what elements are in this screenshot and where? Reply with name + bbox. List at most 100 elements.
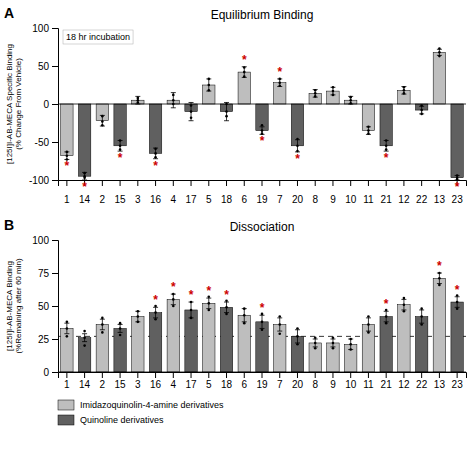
y-tick-label: 25 — [38, 334, 50, 345]
error-bar — [135, 311, 140, 322]
x-tick-label: 10 — [345, 379, 357, 390]
x-tick: 14 — [79, 180, 91, 205]
error-bar — [313, 339, 318, 347]
bar — [203, 303, 215, 372]
bar — [274, 83, 286, 104]
dot — [278, 84, 281, 87]
dots — [83, 294, 458, 347]
error-bar — [313, 90, 318, 98]
x-tick: 4 — [171, 180, 177, 205]
x-tick-mark — [191, 372, 192, 378]
x-axis: 1142153164175186197208910112112221323 — [59, 372, 467, 390]
x-tick: 9 — [330, 372, 336, 390]
dot — [367, 315, 370, 318]
dot — [403, 303, 406, 306]
x-tick: 22 — [416, 180, 428, 205]
dot — [172, 298, 175, 301]
y-tick: 0 — [43, 367, 58, 378]
y-tick-mark — [52, 372, 58, 373]
bar — [167, 299, 179, 372]
y-tick: 0 — [43, 99, 58, 110]
dot — [349, 102, 352, 105]
x-tick-label: 19 — [256, 194, 268, 205]
dot — [438, 55, 441, 58]
dot — [172, 94, 175, 97]
x-tick: 16 — [150, 372, 162, 390]
error-bar — [206, 298, 211, 309]
x-tick-mark — [439, 372, 440, 378]
x-tick-mark — [315, 372, 316, 378]
x-tick-label: 2 — [100, 379, 106, 390]
x-tick-label: 20 — [292, 379, 304, 390]
significance-star: * — [206, 284, 211, 298]
dot — [83, 330, 86, 333]
x-tick-mark — [102, 372, 103, 378]
significance-star: * — [455, 283, 460, 297]
x-tick-mark — [386, 180, 387, 186]
x-tick-label: 2 — [100, 194, 106, 205]
y-axis-title-line: (% Change From Vehicle) — [14, 58, 23, 150]
dot — [296, 335, 299, 338]
axis-line — [59, 181, 467, 187]
x-tick-label: 4 — [171, 194, 177, 205]
bar — [398, 305, 410, 372]
dot — [403, 297, 406, 300]
x-tick: 8 — [312, 372, 318, 390]
dot — [420, 323, 423, 326]
x-tick: 4 — [171, 372, 177, 390]
dot — [456, 307, 459, 310]
bar — [132, 317, 144, 372]
x-tick-label: 10 — [345, 194, 357, 205]
x-tick: 17 — [185, 180, 197, 205]
dot — [261, 321, 264, 324]
dots — [66, 47, 441, 161]
x-tick: 11 — [363, 180, 374, 205]
x-tick-mark — [350, 180, 351, 186]
x-tick: 8 — [312, 180, 318, 205]
y-tick: 50 — [38, 301, 58, 312]
y-tick-label: 100 — [32, 23, 49, 34]
x-tick: 10 — [345, 180, 357, 205]
dot — [332, 336, 335, 339]
x-tick-mark — [244, 180, 245, 186]
error-bar — [455, 297, 460, 308]
bar — [344, 344, 356, 372]
y-tick: -50 — [35, 137, 58, 148]
error-bar — [401, 299, 406, 310]
significance-star: * — [171, 280, 176, 294]
x-tick-mark — [262, 372, 263, 378]
x-tick: 23 — [452, 180, 464, 205]
dot — [243, 314, 246, 317]
dot — [420, 307, 423, 310]
x-tick-label: 3 — [135, 379, 141, 390]
error-bar — [330, 339, 335, 347]
x-tick-mark — [120, 180, 121, 186]
dot — [349, 96, 352, 99]
x-tick: 9 — [330, 180, 336, 205]
x-tick-label: 14 — [79, 194, 91, 205]
dot — [438, 51, 441, 54]
x-tick-label: 6 — [241, 194, 247, 205]
x-tick-label: 5 — [206, 194, 212, 205]
dot — [349, 99, 352, 102]
y-tick: 100 — [32, 235, 58, 246]
dot — [207, 89, 210, 92]
error-bar — [260, 127, 265, 135]
dot — [172, 99, 175, 102]
x-tick-label: 16 — [150, 194, 162, 205]
significance-star: * — [384, 151, 389, 165]
bar — [220, 307, 232, 372]
x-tick: 2 — [100, 372, 106, 390]
dot — [119, 327, 122, 330]
dot — [261, 328, 264, 331]
zero-line — [58, 372, 466, 373]
dot — [243, 71, 246, 74]
error-bar — [100, 319, 105, 330]
dot — [367, 132, 370, 135]
error-bar — [100, 115, 105, 126]
bar-series — [78, 104, 463, 178]
significance-star: * — [82, 180, 87, 194]
dot — [314, 95, 317, 98]
x-tick: 20 — [292, 180, 304, 205]
dot — [66, 335, 69, 338]
